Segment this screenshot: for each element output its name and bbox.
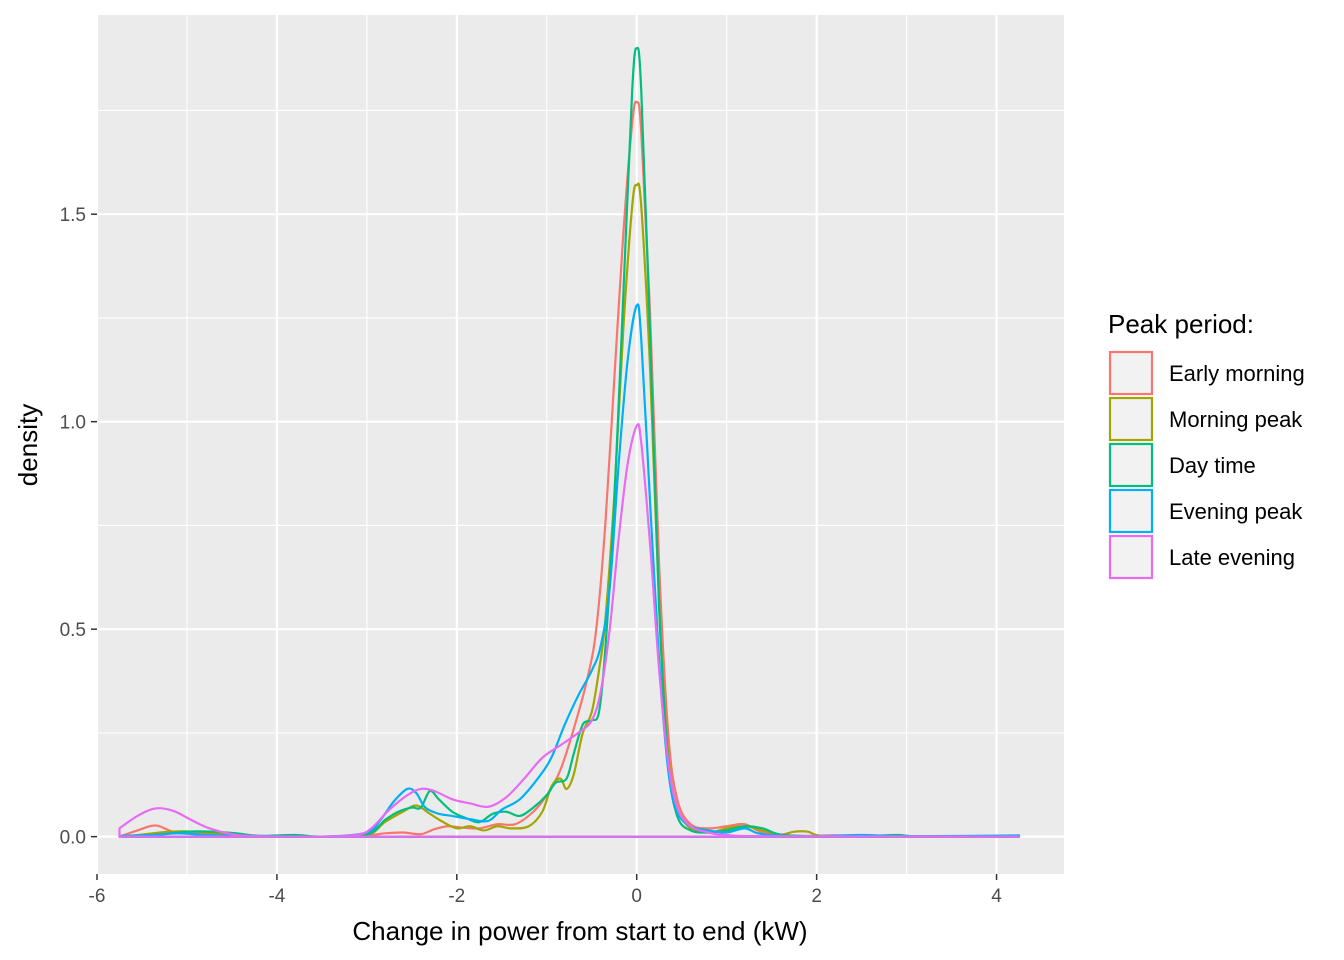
legend-label-3: Day time — [1169, 453, 1256, 478]
legend-key-3 — [1108, 442, 1154, 488]
legend-label-1: Early morning — [1169, 361, 1305, 386]
x-tick-label: 2 — [811, 886, 822, 907]
legend-label-2: Morning peak — [1169, 407, 1303, 432]
y-tick-label: 1.0 — [60, 413, 86, 434]
series-lines — [118, 46, 1021, 838]
legend-label-5: Late evening — [1169, 545, 1295, 570]
legend-key-2 — [1108, 396, 1154, 442]
legend-label-4: Evening peak — [1169, 499, 1303, 524]
x-tick-label: -6 — [89, 886, 106, 907]
legend: Peak period: Early morning Morning peak Da… — [1108, 309, 1305, 580]
series-line-2 — [118, 182, 1021, 838]
x-tick-label: -2 — [448, 886, 465, 907]
legend-key-5 — [1108, 534, 1154, 580]
y-tick-label: 0.0 — [60, 828, 86, 849]
legend-key-4 — [1108, 488, 1154, 534]
legend-title: Peak period: — [1108, 309, 1254, 339]
x-tick-label: 4 — [991, 886, 1002, 907]
series-line-5 — [118, 423, 1021, 838]
x-tick-label: -4 — [268, 886, 285, 907]
y-axis-title: density — [13, 404, 43, 486]
y-tick-label: 0.5 — [60, 620, 86, 641]
x-axis-title: Change in power from start to end (kW) — [352, 916, 807, 946]
legend-key-1 — [1108, 350, 1154, 396]
x-axis: -6 -4 -2 0 2 4 — [89, 874, 1002, 907]
y-tick-label: 1.5 — [60, 205, 86, 226]
legend-items: Early morning Morning peak Day time Evening… — [1108, 350, 1305, 580]
y-axis: 0.0 0.5 1.0 1.5 — [60, 205, 97, 849]
x-tick-label: 0 — [631, 886, 642, 907]
